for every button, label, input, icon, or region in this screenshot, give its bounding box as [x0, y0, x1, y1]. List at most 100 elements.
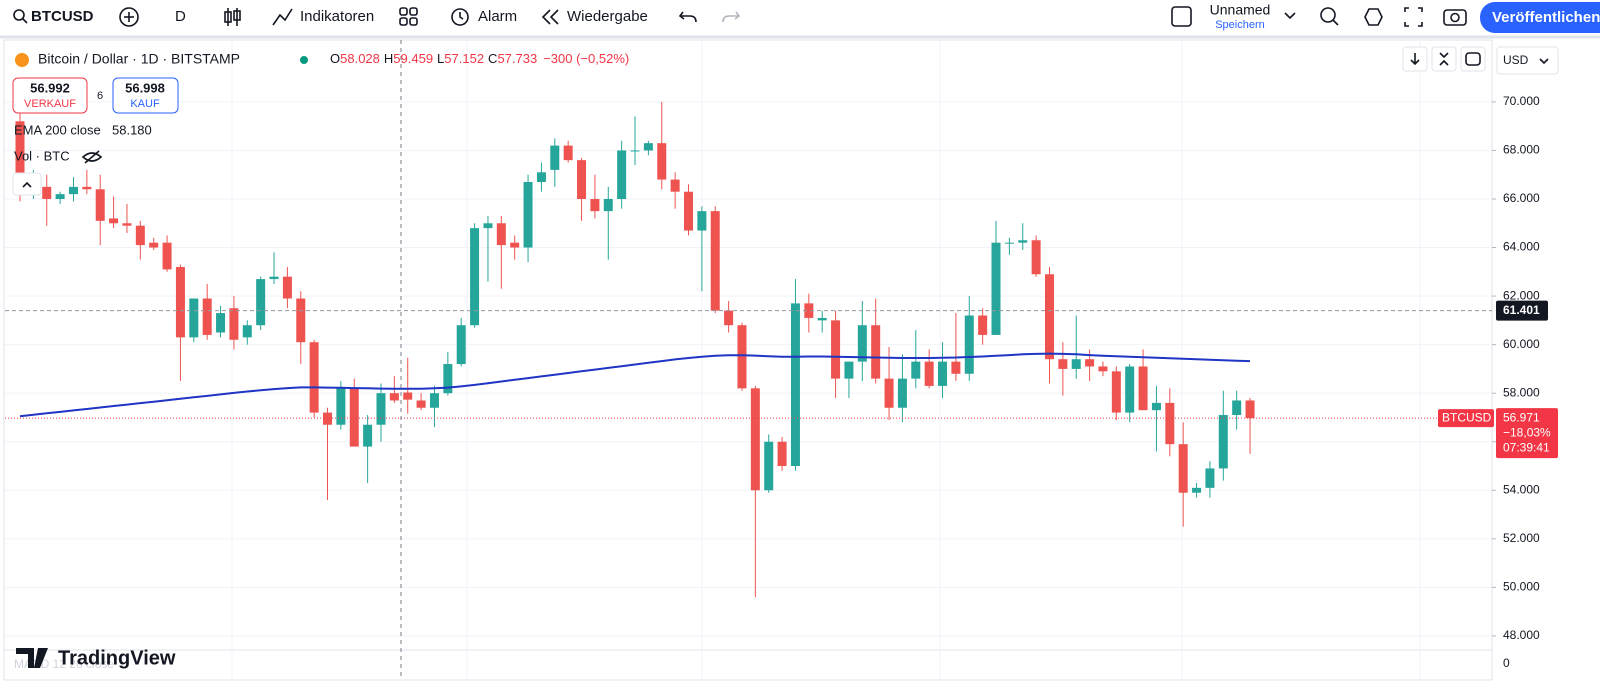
candle-body — [349, 388, 359, 447]
candle-body — [135, 225, 145, 246]
undo-button[interactable] — [678, 11, 697, 23]
candle-body — [309, 342, 319, 413]
ohlc: O58.028 H59.459 L57.152 C57.733 −300 (−0,52%… — [330, 51, 629, 66]
candle-body — [724, 310, 734, 326]
candle-body — [202, 298, 212, 335]
y-tick-label: 70.000 — [1503, 94, 1540, 108]
pane-maximize-icon[interactable] — [1465, 52, 1481, 66]
legend-collapse-icon[interactable] — [22, 181, 32, 188]
candle-body — [951, 361, 961, 374]
currency-select[interactable]: USD — [1496, 46, 1559, 75]
pane-collapse-icon[interactable] — [1439, 52, 1449, 66]
hidden-icon[interactable] — [81, 150, 103, 164]
candle-body — [1044, 274, 1054, 360]
indicators-label[interactable]: Indikatoren — [300, 8, 374, 25]
ema-name[interactable]: EMA 200 close — [14, 122, 101, 137]
symbol-search[interactable]: BTCUSD — [13, 8, 94, 25]
candle-body — [456, 325, 466, 365]
candle-body — [1178, 444, 1188, 493]
pane-down-icon[interactable] — [1410, 53, 1420, 66]
save-label[interactable]: Speichern — [1215, 19, 1265, 31]
logo-mark[interactable] — [16, 648, 48, 668]
candle-body — [657, 143, 667, 180]
replay-button[interactable]: Wiedergabe — [541, 8, 648, 25]
layout-button[interactable] — [1171, 6, 1192, 27]
last-price: 56.971 — [1503, 410, 1540, 424]
publish-clip[interactable]: Veröffentlichen — [1480, 2, 1600, 33]
indicators-button[interactable]: Indikatoren — [272, 8, 374, 26]
candle-body — [1205, 468, 1215, 488]
buy-label[interactable]: KAUF — [130, 98, 160, 110]
candle-body — [336, 388, 346, 425]
candle-body — [95, 189, 105, 221]
fullscreen-button[interactable] — [1404, 7, 1423, 27]
candle-body — [403, 392, 413, 400]
vertical-grid — [231, 40, 1421, 680]
candle-body — [256, 279, 266, 326]
alert-label[interactable]: Alarm — [478, 8, 517, 25]
candle-body — [978, 315, 988, 335]
candle-body — [15, 121, 25, 175]
candle-body — [1245, 400, 1255, 419]
pane-collapse[interactable] — [1431, 46, 1457, 72]
sell-button[interactable]: 56.992 VERKAUF — [12, 77, 88, 114]
candle-body — [844, 361, 854, 379]
pane-maximize[interactable] — [1460, 46, 1486, 72]
y-tick-label: 48.000 — [1503, 628, 1540, 642]
logo[interactable]: TradingView — [16, 647, 176, 669]
c-label: C — [488, 51, 497, 66]
buy-button[interactable]: 56.998 KAUF — [112, 77, 179, 114]
buy-box[interactable] — [112, 77, 179, 114]
price-line-box — [1496, 300, 1548, 321]
sell-price[interactable]: 56.992 — [30, 80, 70, 95]
symbol[interactable]: BTCUSD — [31, 8, 94, 25]
currency[interactable]: USD — [1503, 53, 1529, 67]
last-symbol-box — [1438, 409, 1494, 428]
layout-menu[interactable] — [1284, 12, 1296, 20]
sell-label[interactable]: VERKAUF — [24, 98, 76, 110]
candle-body — [590, 198, 600, 212]
volume-label[interactable]: Vol · BTC — [14, 148, 70, 163]
compare-button[interactable] — [119, 7, 139, 27]
candle-body — [603, 198, 613, 212]
currency-box[interactable] — [1496, 46, 1559, 75]
publish-label[interactable]: Veröffentlichen — [1492, 9, 1600, 26]
publish-bg[interactable] — [1480, 2, 1600, 33]
candle-body — [630, 150, 640, 152]
settings-button[interactable] — [1364, 8, 1383, 26]
layout-name[interactable]: Unnamed — [1210, 2, 1271, 18]
buy-price[interactable]: 56.998 — [125, 80, 165, 95]
toolbar-bg — [0, 0, 1600, 36]
snapshot-button[interactable] — [1443, 9, 1467, 26]
candle-body — [1071, 359, 1081, 369]
candle-body — [857, 325, 867, 362]
chart-type-button[interactable] — [224, 8, 241, 26]
replay-label[interactable]: Wiedergabe — [567, 8, 648, 25]
price-line-label: 61.401 — [1503, 303, 1540, 317]
logo-text[interactable]: TradingView — [58, 647, 176, 669]
candle-body — [670, 179, 680, 192]
templates-button[interactable] — [399, 7, 418, 26]
candle-body — [1111, 371, 1121, 413]
quick-search[interactable] — [1320, 7, 1339, 26]
candle-body — [1192, 487, 1202, 493]
candle-body — [68, 186, 78, 195]
candle-body — [831, 320, 841, 379]
last-change: −18,03% — [1503, 425, 1551, 439]
legend-title[interactable]: Bitcoin / Dollar · 1D · BITSTAMP — [38, 51, 240, 67]
redo-button[interactable] — [722, 11, 741, 23]
publish-button[interactable]: Veröffentlichen — [1480, 2, 1600, 33]
candle-body — [363, 424, 373, 447]
candle-body — [964, 315, 974, 374]
candle-body — [790, 303, 800, 467]
candle-body — [1165, 402, 1175, 445]
c-value: 57.733 — [497, 51, 537, 66]
o-label: O — [330, 51, 340, 66]
interval[interactable]: D — [175, 8, 186, 25]
sell-box[interactable] — [12, 77, 88, 114]
candle-body — [777, 441, 787, 467]
currency-caret[interactable] — [1539, 58, 1549, 65]
alert-button[interactable]: Alarm — [451, 8, 517, 26]
